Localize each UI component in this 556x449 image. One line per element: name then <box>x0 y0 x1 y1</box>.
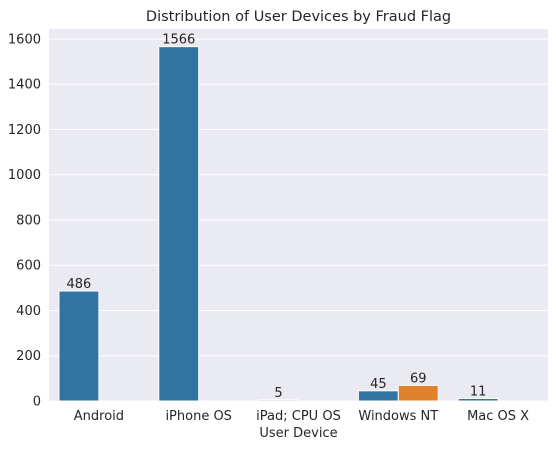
x-tick-label: Android <box>74 409 124 424</box>
bars <box>58 46 499 402</box>
y-tick-label: 1600 <box>8 32 41 47</box>
y-tick-label: 400 <box>16 304 41 319</box>
y-tick-label: 200 <box>16 349 41 364</box>
data-label: 45 <box>370 377 387 392</box>
bar <box>258 399 299 402</box>
y-tick-label: 800 <box>16 213 41 228</box>
x-axis-label: User Device <box>259 426 337 441</box>
x-tick-label: iPad; CPU OS <box>256 409 341 424</box>
data-label: 1566 <box>162 33 195 48</box>
data-label: 11 <box>470 385 487 400</box>
x-tick-label: Windows NT <box>358 409 438 424</box>
x-axis: Android iPhone OS iPad; CPU OS Windows NT Ma… <box>74 409 529 424</box>
y-tick-label: 1400 <box>8 78 41 93</box>
chart-title: Distribution of User Devices by Fraud Fl… <box>146 9 451 25</box>
y-tick-label: 600 <box>16 259 41 274</box>
bar <box>357 390 399 402</box>
data-label: 486 <box>67 277 92 292</box>
x-tick-label: iPhone OS <box>165 409 232 424</box>
bar <box>397 384 439 402</box>
data-labels: 486 1566 5 45 69 11 <box>67 33 487 401</box>
y-axis: 0 200 400 600 800 1000 1200 1400 1600 <box>8 32 41 409</box>
data-label: 69 <box>410 371 427 386</box>
data-label: 5 <box>274 386 282 401</box>
bar <box>158 46 200 402</box>
plot-area <box>49 29 548 401</box>
y-tick-label: 1000 <box>8 168 41 183</box>
x-tick-label: Mac OS X <box>467 409 529 424</box>
grid-lines <box>49 38 548 402</box>
y-tick-label: 1200 <box>8 123 41 138</box>
bar <box>58 290 100 402</box>
y-tick-label: 0 <box>33 395 41 410</box>
bar <box>457 398 499 402</box>
